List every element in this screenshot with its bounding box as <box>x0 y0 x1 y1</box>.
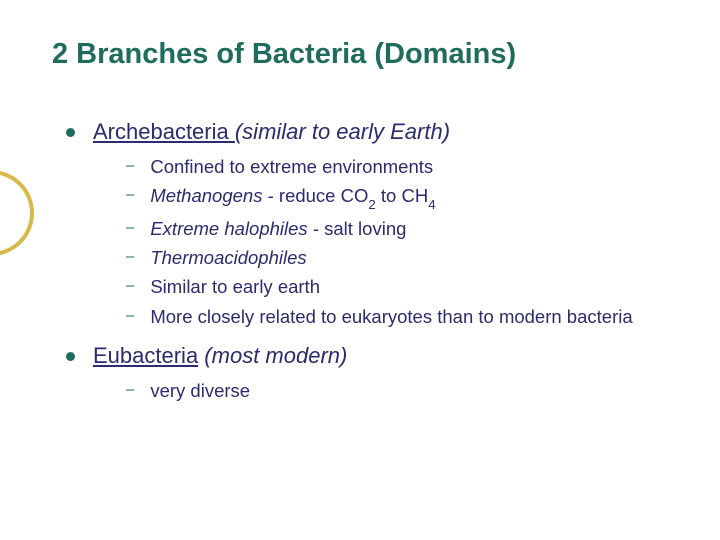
slide: 2 Branches of Bacteria (Domains) Archeba… <box>0 0 720 540</box>
bullet-icon <box>66 352 75 361</box>
list-item: – Extreme halophiles - salt loving <box>126 217 680 241</box>
dash-icon: – <box>126 381 134 398</box>
sub-text: Similar to early earth <box>150 275 320 299</box>
sublist: – Confined to extreme environments – Met… <box>126 155 680 329</box>
section-heading: Archebacteria (similar to early Earth) <box>93 119 450 145</box>
sub-text: Extreme halophiles - salt loving <box>150 217 406 241</box>
subscript: 4 <box>428 197 435 212</box>
dash-icon: – <box>126 277 134 294</box>
list-item: – Similar to early earth <box>126 275 680 299</box>
list-item: Eubacteria (most modern) <box>66 343 680 369</box>
list-item: – Thermoacidophiles <box>126 246 680 270</box>
sublist: – very diverse <box>126 379 680 403</box>
accent-circle <box>0 170 34 256</box>
list-item: – More closely related to eukaryotes tha… <box>126 305 680 329</box>
term: Archebacteria <box>93 119 235 144</box>
term: Eubacteria <box>93 343 198 368</box>
bullet-icon <box>66 128 75 137</box>
txt: - reduce CO <box>262 185 368 206</box>
list-item: – Confined to extreme environments <box>126 155 680 179</box>
dash-icon: – <box>126 307 134 324</box>
txt: to CH <box>376 185 428 206</box>
dash-icon: – <box>126 219 134 236</box>
sub-text: Confined to extreme environments <box>150 155 433 179</box>
sub-text: More closely related to eukaryotes than … <box>150 305 632 329</box>
sub-text: Methanogens - reduce CO2 to CH4 <box>150 184 435 211</box>
dash-icon: – <box>126 186 134 203</box>
term-note: (similar to early Earth) <box>235 119 450 144</box>
list-item: Archebacteria (similar to early Earth) <box>66 119 680 145</box>
subscript: 2 <box>368 197 375 212</box>
sub-text: very diverse <box>150 379 250 403</box>
sub-text: Thermoacidophiles <box>150 246 306 270</box>
list-item: – Methanogens - reduce CO2 to CH4 <box>126 184 680 211</box>
list-item: – very diverse <box>126 379 680 403</box>
term: Extreme halophiles <box>150 218 307 239</box>
section-heading: Eubacteria (most modern) <box>93 343 347 369</box>
term: Methanogens <box>150 185 262 206</box>
txt: - salt loving <box>308 218 407 239</box>
dash-icon: – <box>126 157 134 174</box>
page-title: 2 Branches of Bacteria (Domains) <box>52 38 680 71</box>
dash-icon: – <box>126 248 134 265</box>
term-note: (most modern) <box>198 343 347 368</box>
